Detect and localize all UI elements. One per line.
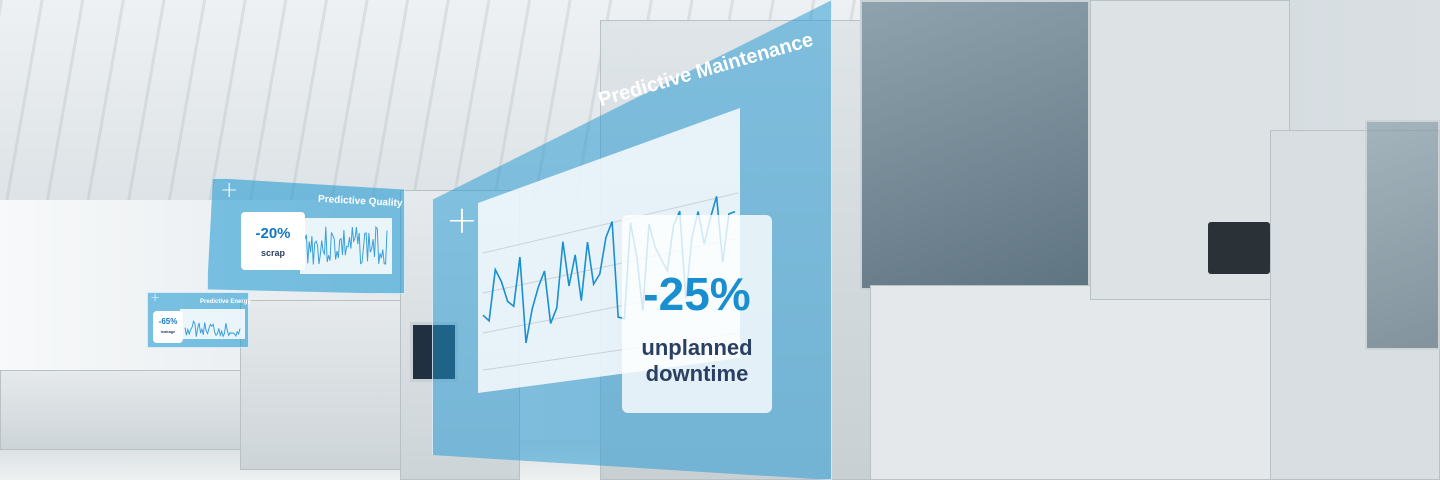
quality-kpi-label: scrap	[260, 248, 286, 258]
maintenance-kpi-card: -25% unplanned downtime	[622, 215, 772, 413]
energy-kpi-value: -65%	[158, 317, 178, 326]
maintenance-kpi-label: unplanned	[641, 335, 753, 360]
machine-window	[860, 0, 1090, 290]
machine-cabinet	[870, 285, 1310, 480]
maintenance-kpi-label: downtime	[645, 361, 749, 386]
quality-kpi-value: -20%	[255, 225, 291, 242]
energy-kpi-card: -65% leakage	[153, 311, 183, 343]
machine-window	[1365, 120, 1440, 350]
predictive-energy-title: Predictive Energy	[200, 299, 251, 305]
control-screen	[1208, 222, 1270, 274]
plus-icon: +	[220, 178, 239, 203]
plus-icon: +	[446, 198, 478, 242]
plus-icon: +	[150, 290, 161, 304]
machine-row	[240, 300, 410, 470]
quality-series	[304, 225, 388, 265]
maintenance-kpi-value: -25%	[643, 268, 751, 320]
energy-chart	[180, 309, 245, 339]
quality-kpi-card: -20% scrap	[241, 212, 305, 270]
energy-kpi-label: leakage	[160, 329, 176, 334]
quality-chart	[300, 218, 392, 274]
energy-series	[184, 320, 241, 338]
